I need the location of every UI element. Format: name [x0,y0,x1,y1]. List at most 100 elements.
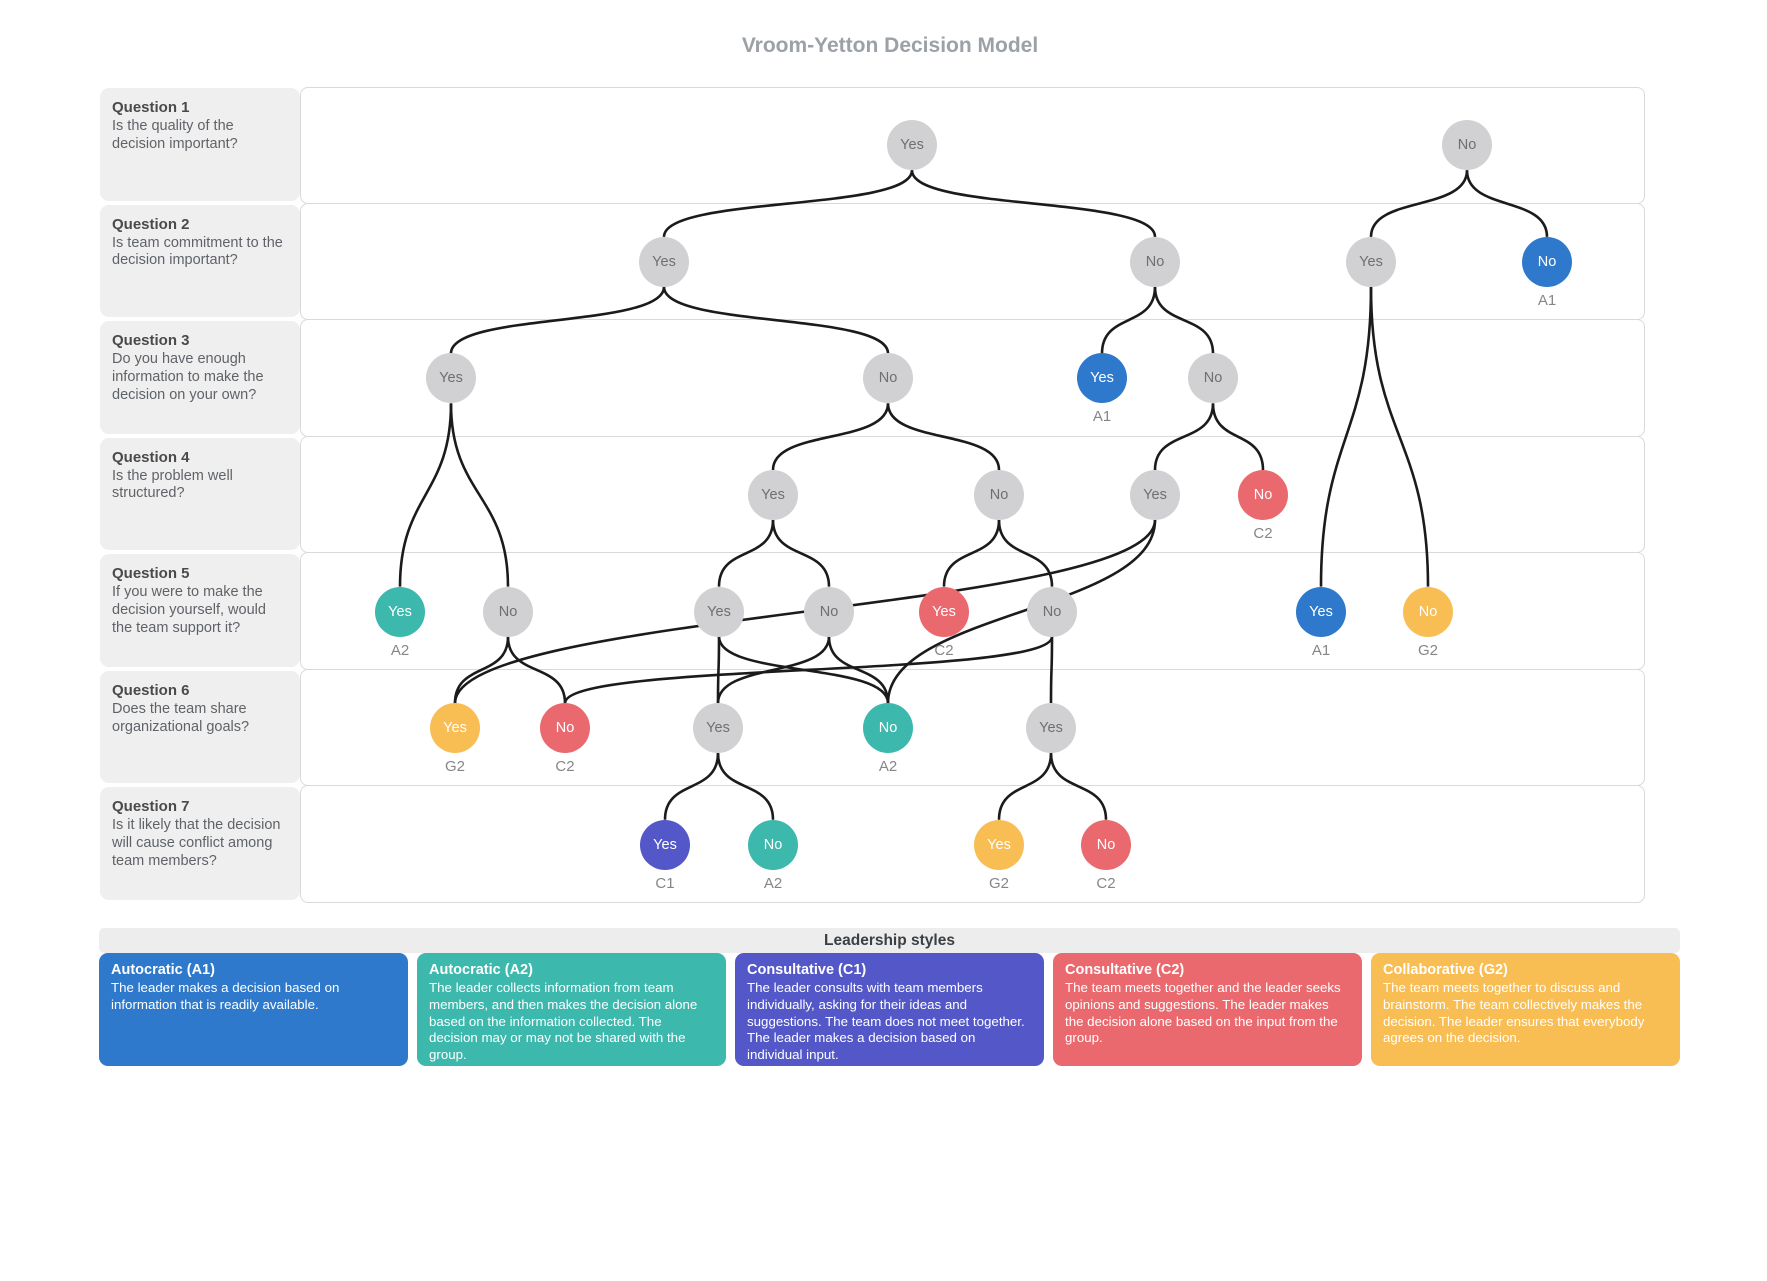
tree-edge-n3n1-n4y1 [771,403,890,471]
tree-edge-n5n2-n6y2 [716,636,831,704]
decision-node-n4y2-yes[interactable]: Yes [1130,469,1180,520]
legend-card-text: The team meets together to discuss and b… [1383,980,1645,1046]
tree-edge-n2n1-n3n2 [1153,286,1215,354]
tree-edge-n1y-n2n1 [910,170,1157,238]
tree-edge-n4y2-n6n2 [886,519,1157,704]
node-result-label-n6n2: A2 [878,758,898,776]
question-label: Question 1 [112,99,190,116]
tree-edge-n5n3-n6y3 [1049,636,1054,704]
row-box-q4 [300,435,1645,554]
tree-edge-n2y1-n3y1 [449,286,666,354]
decision-node-n5n2-no[interactable]: No [804,586,854,637]
node-result-label-n3y2: A1 [1092,408,1112,426]
question-panel-6: Question 6 Does the team share organizati… [100,670,300,784]
decision-node-n5n3-no[interactable]: No [1027,586,1077,637]
question-label: Question 2 [112,215,190,233]
node-result-label-n7y2: G2 [988,874,1009,892]
node-result-label-n7n1: A2 [763,874,783,892]
legend-card-text: The leader collects information from tea… [429,980,698,1062]
tree-edge-n6y3-n7n2 [1049,753,1108,820]
tree-edge-n5n3-n6n1 [563,636,1054,704]
question-text: Is the quality of the decision important… [112,118,238,152]
decision-node-n1y-yes[interactable]: Yes [887,120,937,171]
legend-card-C2: Consultative (C2) The team meets together… [1053,953,1362,1066]
tree-edge-n5y2-n6y2 [716,636,721,704]
question-text: Do you have enough information to make t… [112,351,264,403]
question-text: Is the problem well structured? [112,467,233,502]
tree-edge-n4y1-n5n2 [771,519,831,587]
decision-node-n2n2-no[interactable]: No [1522,236,1572,287]
legend-card-text: The leader consults with team members in… [747,980,1025,1062]
question-panel-5: Question 5 If you were to make the decisi… [100,554,300,667]
decision-node-n3n1-no[interactable]: No [863,353,913,404]
tree-edge-n5n1-n6n1 [506,636,567,704]
decision-node-n7y2-yes[interactable]: Yes [974,819,1024,870]
tree-edge-n2n1-n3y2 [1100,286,1157,354]
legend-card-text: The leader makes a decision based on inf… [111,980,340,1012]
decision-node-n6n2-no[interactable]: No [863,703,913,754]
question-panel-1: Question 1 Is the quality of the decision… [100,88,300,201]
question-text: Is team commitment to the decision impor… [112,234,283,269]
decision-node-n5y3-yes[interactable]: Yes [919,586,969,637]
tree-edge-n3n2-n4n2 [1211,403,1265,471]
legend-card-C1: Consultative (C1) The leader consults wit… [735,953,1044,1066]
decision-node-n7n1-no[interactable]: No [748,819,798,870]
decision-node-n3y2-yes[interactable]: Yes [1077,353,1127,404]
question-text: Does the team share organizational goals… [112,700,250,735]
legend-card-A2: Autocratic (A2) The leader collects infor… [417,953,726,1066]
tree-edge-n2y2-n5n4 [1369,286,1430,587]
node-result-label-n5y1: A2 [390,641,410,659]
tree-edge-n2y1-n3n1 [662,286,890,354]
tree-edge-n3n1-n4n1 [886,403,1001,471]
decision-node-n2y2-yes[interactable]: Yes [1346,236,1396,287]
decision-node-n7n2-no[interactable]: No [1081,819,1131,870]
node-result-label-n7n2: C2 [1096,874,1116,892]
decision-node-n2y1-yes[interactable]: Yes [639,236,689,287]
tree-edge-n6y2-n7n1 [716,753,775,820]
decision-node-n5n1-no[interactable]: No [483,586,533,637]
node-result-label-n6n1: C2 [555,758,575,776]
decision-node-n6y1-yes[interactable]: Yes [430,703,480,754]
tree-edge-n4n1-n5n3 [997,519,1054,587]
tree-edge-n1y-n2y1 [662,169,914,238]
question-label: Question 7 [112,798,190,816]
node-result-label-n5y4: A1 [1311,641,1331,659]
decision-node-n4n1-no[interactable]: No [974,469,1024,520]
legend-card-title: Consultative (C1) [747,962,867,978]
decision-node-n7y1-yes[interactable]: Yes [640,819,690,870]
node-result-label-n5y3: C2 [934,641,954,659]
node-result-label-n2n2: A1 [1537,291,1557,309]
legend-card-title: Autocratic (A1) [111,962,215,978]
tree-edge-n5n1-n6y1 [453,636,510,704]
page-title: Vroom-Yetton Decision Model [741,34,1039,57]
tree-edge-n3n2-n4y2 [1153,403,1215,471]
row-box-q3 [300,319,1645,437]
node-result-label-n4n2: C2 [1253,524,1273,542]
row-box-q6 [300,668,1645,787]
tree-edge-n5n2-n6n2 [827,636,890,704]
decision-node-n2n1-no[interactable]: No [1130,236,1180,287]
tree-edge-n3y1-n5y1 [398,403,453,587]
decision-node-n5y2-yes[interactable]: Yes [694,586,744,637]
decision-node-n5n4-no[interactable]: No [1403,586,1453,637]
decision-node-n5y4-yes[interactable]: Yes [1296,586,1346,637]
node-result-label-n6y1: G2 [444,758,465,776]
legend-card-A1: Autocratic (A1) The leader makes a decisi… [99,953,408,1066]
tree-edge-n6y3-n7y2 [997,753,1053,820]
question-panel-7: Question 7 Is it likely that the decision… [100,787,300,900]
decision-node-n1n-no[interactable]: No [1442,120,1492,171]
node-result-label-n5n4: G2 [1417,641,1438,659]
node-result-label-n7y1: C1 [655,874,675,892]
decision-node-n3y1-yes[interactable]: Yes [426,353,476,404]
decision-node-n4y1-yes[interactable]: Yes [748,469,798,520]
decision-node-n6n1-no[interactable]: No [540,703,590,754]
question-label: Question 3 [112,332,190,350]
decision-node-n6y2-yes[interactable]: Yes [693,703,743,754]
decision-node-n6y3-yes[interactable]: Yes [1026,703,1076,754]
tree-edge-n4n1-n5y3 [942,519,1001,587]
row-box-q7 [300,785,1645,903]
decision-node-n5y1-yes[interactable]: Yes [375,586,425,637]
decision-node-n3n2-no[interactable]: No [1188,353,1238,404]
decision-node-n4n2-no[interactable]: No [1238,469,1288,520]
